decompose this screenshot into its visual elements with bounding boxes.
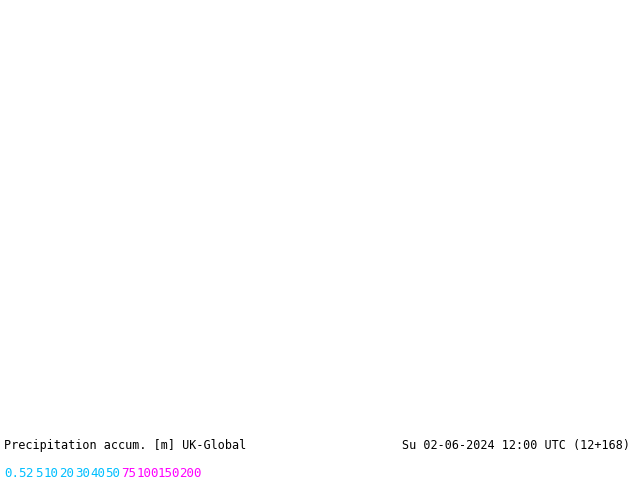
Text: 40: 40 xyxy=(90,467,105,480)
Text: 2: 2 xyxy=(25,467,33,480)
Text: 5: 5 xyxy=(35,467,42,480)
Text: 150: 150 xyxy=(158,467,181,480)
Text: Precipitation accum. [m] UK-Global: Precipitation accum. [m] UK-Global xyxy=(4,439,246,452)
Text: 10: 10 xyxy=(44,467,59,480)
Text: 30: 30 xyxy=(75,467,90,480)
Text: Su 02-06-2024 12:00 UTC (12+168): Su 02-06-2024 12:00 UTC (12+168) xyxy=(402,439,630,452)
Text: 100: 100 xyxy=(136,467,159,480)
Text: 50: 50 xyxy=(106,467,120,480)
Text: 0.5: 0.5 xyxy=(4,467,27,480)
Text: 75: 75 xyxy=(121,467,136,480)
Text: 20: 20 xyxy=(60,467,74,480)
Text: 200: 200 xyxy=(179,467,202,480)
